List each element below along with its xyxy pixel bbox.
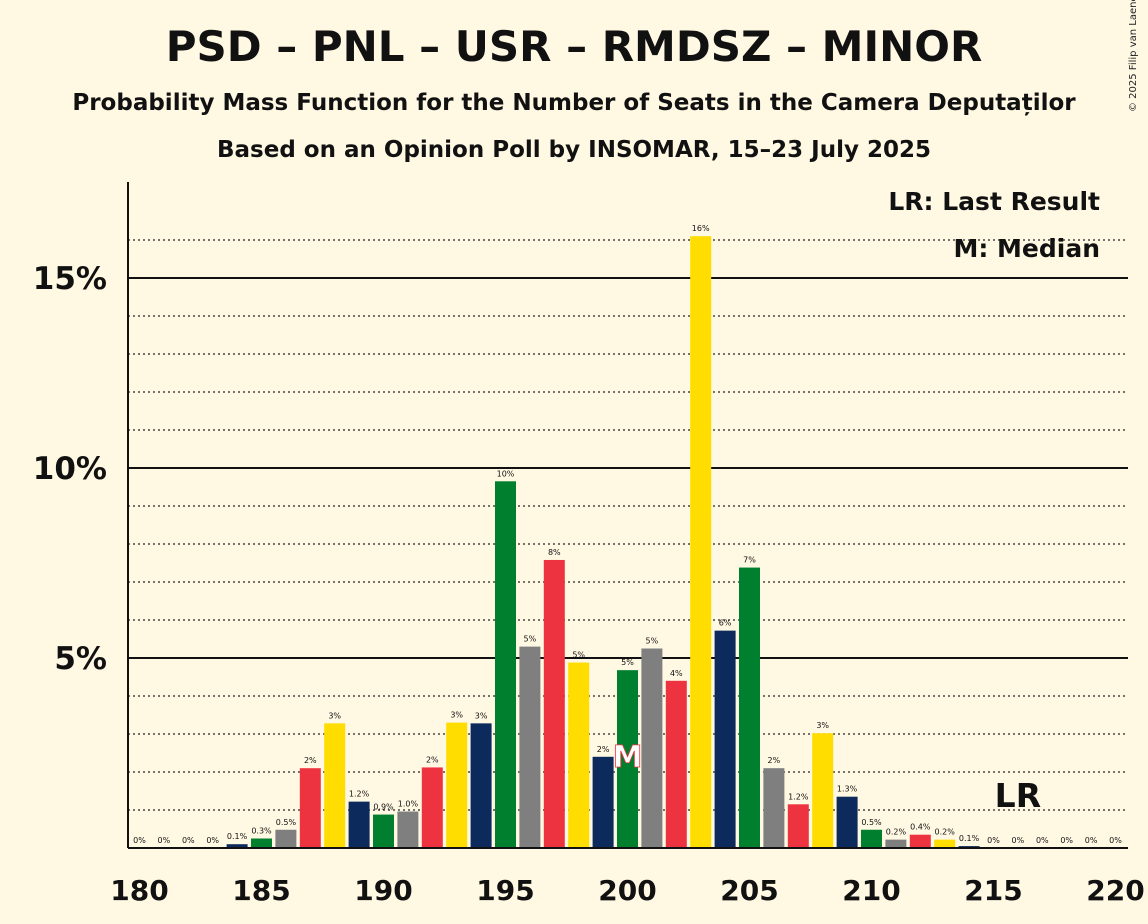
x-tick-label: 190 — [354, 874, 412, 907]
bar-data-label: 2% — [304, 756, 317, 765]
legend-last-result: LR: Last Result — [888, 187, 1100, 216]
bar-data-label: 4% — [670, 669, 683, 678]
bar-data-label: 0.4% — [910, 823, 931, 832]
median-marker: M — [613, 740, 643, 775]
bar-data-label: 2% — [768, 756, 781, 765]
bar-seat-208 — [812, 733, 834, 848]
bar-data-label: 0% — [1036, 836, 1049, 845]
bar-data-label: 0% — [133, 836, 146, 845]
bar-seat-213 — [934, 839, 956, 848]
bar-data-label: 0.2% — [935, 828, 956, 837]
bar-seat-202 — [665, 680, 687, 848]
bar-data-label: 0.5% — [861, 818, 882, 827]
bar-data-label: 0% — [1085, 836, 1098, 845]
bar-data-label: 0% — [987, 836, 1000, 845]
bar-data-label: 5% — [572, 651, 585, 660]
bar-data-label: 0.1% — [227, 832, 248, 841]
bar-data-label: 7% — [743, 556, 756, 565]
bar-seat-196 — [519, 646, 541, 848]
bar-data-label: 16% — [692, 224, 710, 233]
y-tick-label: 5% — [54, 641, 107, 677]
bar-data-label: 3% — [328, 711, 341, 720]
bar-data-label: 5% — [646, 637, 659, 646]
bar-data-label: 0.1% — [959, 834, 980, 843]
bar-data-label: 8% — [548, 548, 561, 557]
bar-data-label: 10% — [497, 469, 515, 478]
y-tick-label: 10% — [33, 451, 107, 487]
bar-data-label: 3% — [475, 711, 488, 720]
bar-data-label: 5% — [524, 635, 537, 644]
bar-data-label: 1.2% — [349, 790, 370, 799]
bar-data-label: 2% — [426, 755, 439, 764]
bar-seat-188 — [324, 723, 346, 848]
bar-seat-192 — [421, 767, 443, 848]
x-tick-label: 210 — [842, 874, 900, 907]
bar-seat-193 — [446, 722, 468, 848]
bar-data-label: 6% — [719, 619, 732, 628]
bar-data-label: 1.0% — [398, 800, 419, 809]
x-tick-label: 220 — [1086, 874, 1144, 907]
bar-seat-191 — [397, 811, 419, 848]
bar-seat-204 — [714, 630, 736, 848]
chart-title: PSD – PNL – USR – RMDSZ – MINOR — [165, 22, 983, 71]
bar-data-label: 0.5% — [276, 818, 297, 827]
bar-seat-200 — [617, 670, 638, 848]
bar-seat-201 — [641, 648, 663, 848]
bar-seat-198 — [568, 662, 590, 848]
bar-seat-194 — [470, 723, 492, 848]
bar-data-label: 0.9% — [373, 803, 394, 812]
bar-seat-184 — [226, 844, 248, 848]
bar-data-label: 2% — [597, 745, 610, 754]
bar-seat-185 — [251, 838, 272, 848]
bar-seat-203 — [690, 236, 712, 848]
x-tick-label: 185 — [232, 874, 290, 907]
bar-seat-212 — [909, 834, 931, 848]
bar-seat-195 — [495, 481, 516, 848]
bar-seat-206 — [763, 768, 785, 848]
bar-seat-190 — [373, 814, 394, 848]
bar-data-label: 1.2% — [788, 792, 809, 801]
legend-median: M: Median — [953, 234, 1100, 263]
bar-data-label: 0% — [1109, 836, 1122, 845]
bar-seat-211 — [885, 839, 907, 848]
bar-seat-199 — [592, 756, 614, 848]
bar-data-label: 0% — [1012, 836, 1025, 845]
bar-data-label: 3% — [816, 721, 829, 730]
bar-data-label: 1.3% — [837, 785, 858, 794]
bar-seat-205 — [739, 567, 760, 848]
x-tick-label: 215 — [964, 874, 1022, 907]
x-tick-label: 205 — [720, 874, 778, 907]
bar-seat-210 — [861, 829, 882, 848]
bar-data-label: 0% — [206, 836, 219, 845]
bar-data-label: 0.3% — [251, 827, 272, 836]
bar-data-label: 3% — [450, 711, 463, 720]
bar-seat-197 — [543, 559, 565, 848]
bar-data-label: 0% — [182, 836, 195, 845]
last-result-marker: LR — [995, 776, 1041, 815]
bar-data-label: 5% — [621, 658, 634, 667]
x-tick-label: 195 — [476, 874, 534, 907]
x-tick-label: 180 — [110, 874, 168, 907]
x-tick-label: 200 — [598, 874, 656, 907]
bar-seat-209 — [836, 796, 858, 848]
bar-seat-186 — [275, 829, 297, 848]
y-tick-label: 15% — [33, 261, 107, 297]
bar-seat-187 — [299, 768, 321, 848]
bar-data-label: 0.2% — [886, 828, 907, 837]
bar-data-label: 0% — [158, 836, 171, 845]
bar-data-label: 0% — [1060, 836, 1073, 845]
bar-seat-207 — [787, 804, 809, 848]
chart-source-line: Based on an Opinion Poll by INSOMAR, 15–… — [217, 137, 931, 163]
bar-seat-189 — [348, 801, 370, 848]
chart-subtitle: Probability Mass Function for the Number… — [72, 90, 1076, 116]
